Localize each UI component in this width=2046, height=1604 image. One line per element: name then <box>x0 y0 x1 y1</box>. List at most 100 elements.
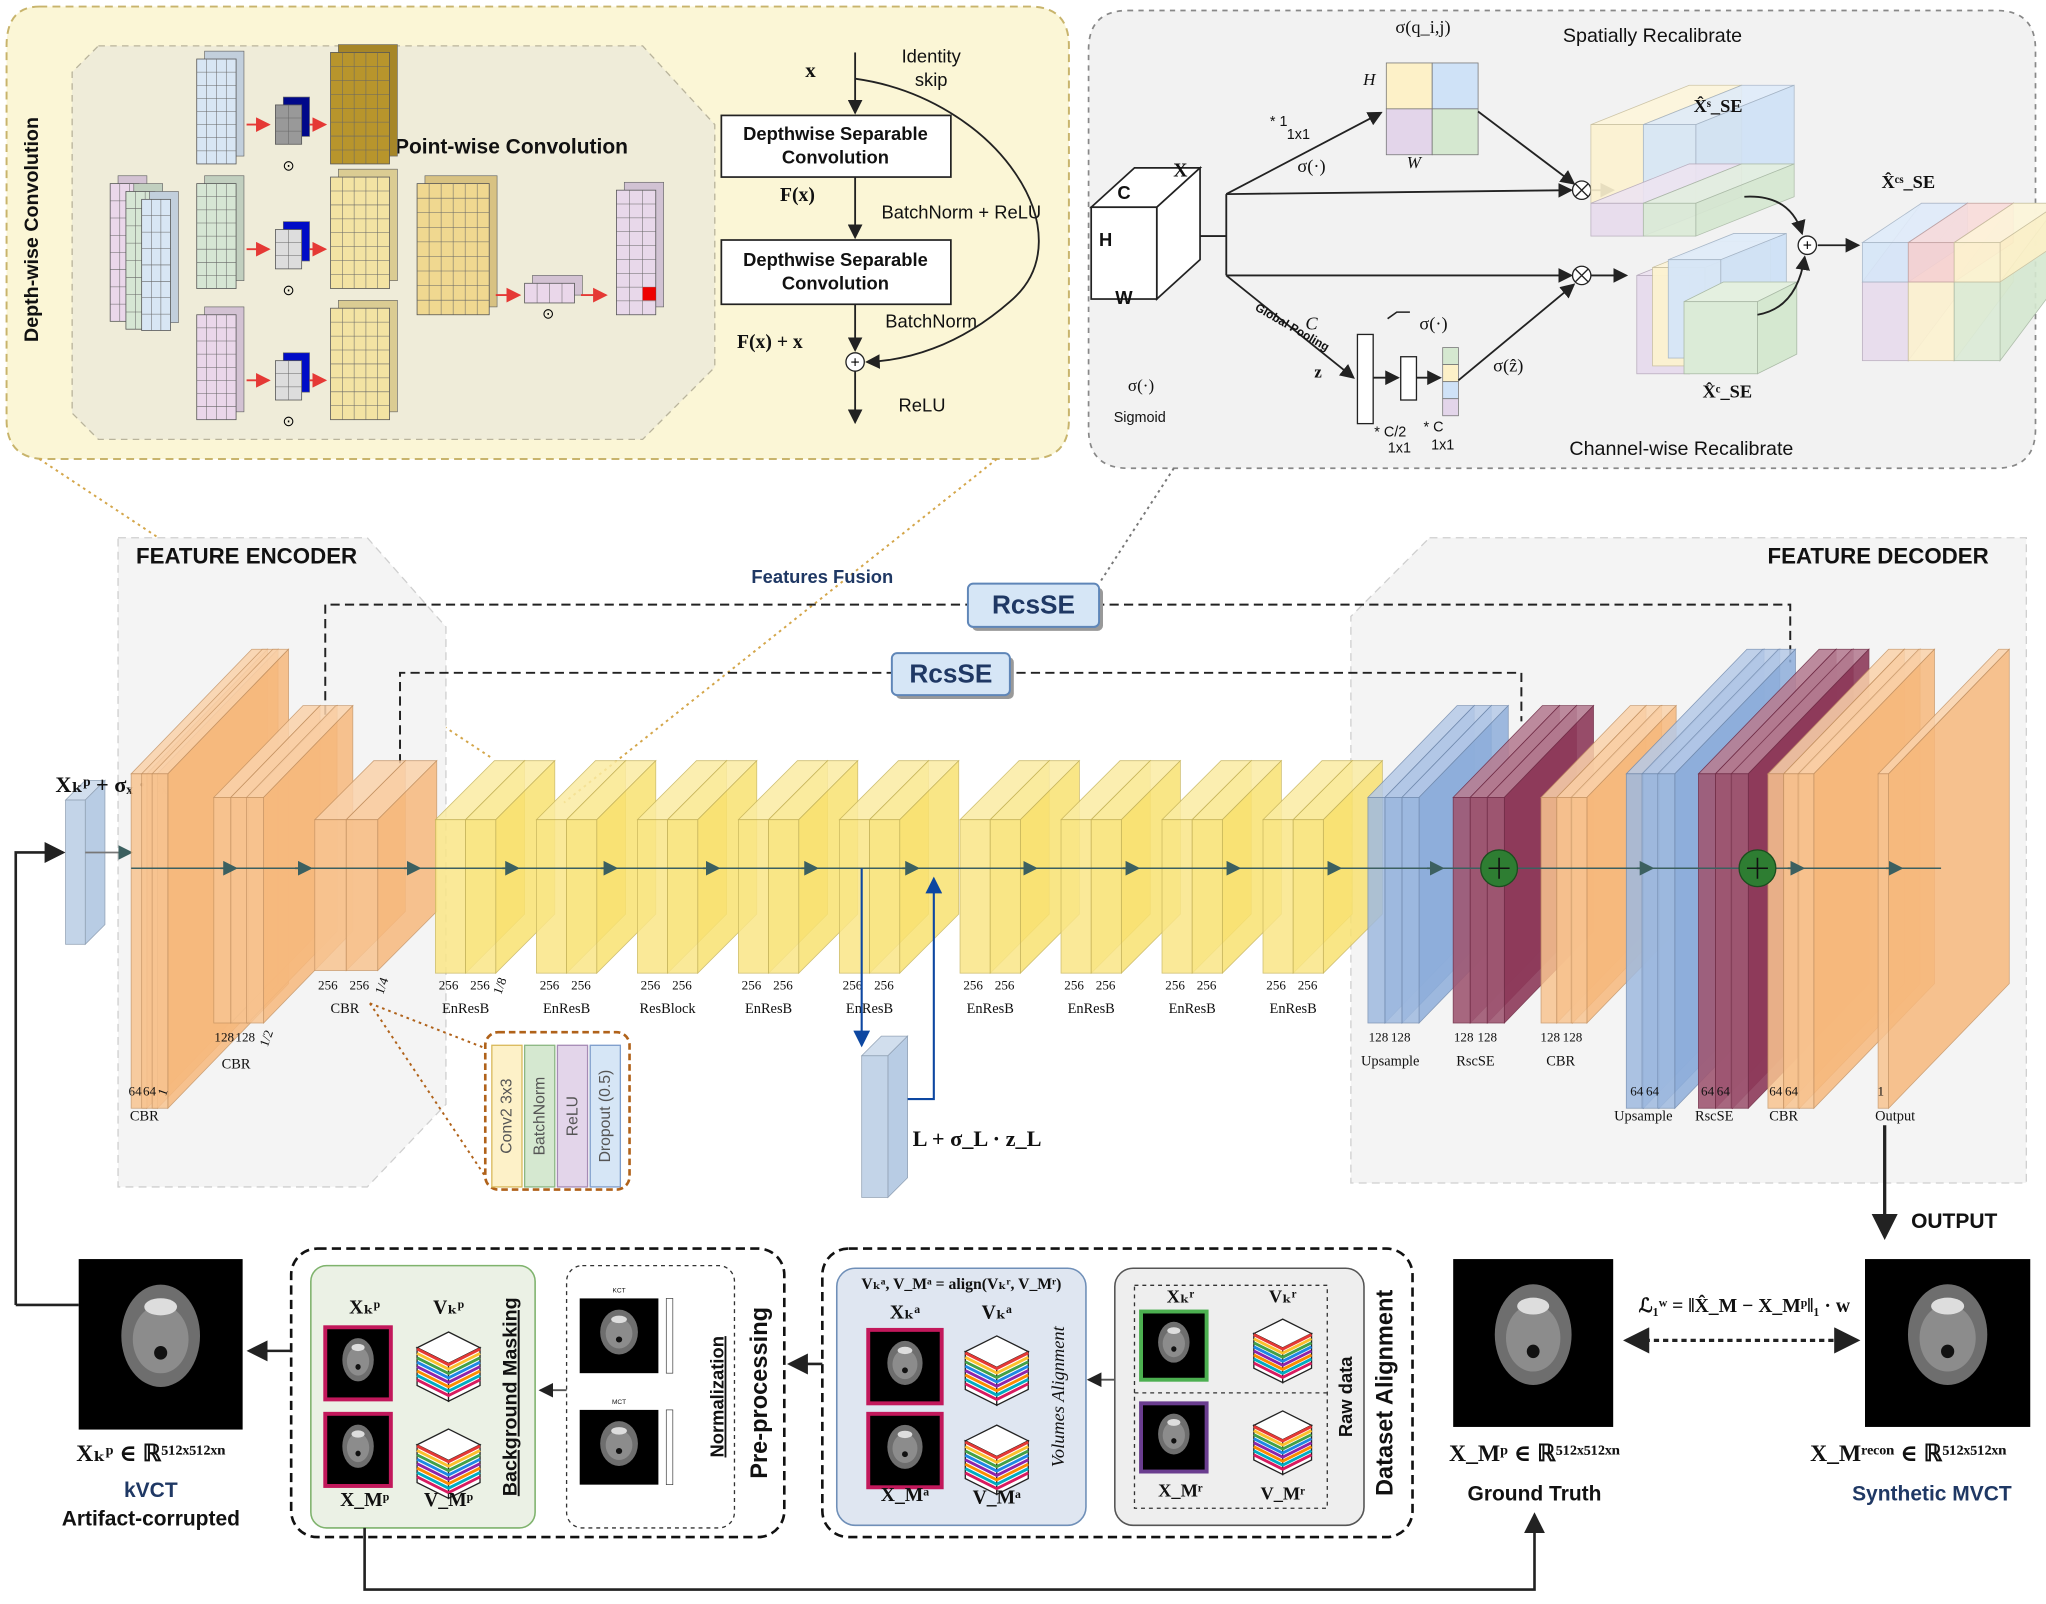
label: X <box>1173 159 1187 181</box>
label: Features Fusion <box>751 566 893 587</box>
operator: + <box>851 354 860 371</box>
volume-slice <box>416 1471 481 1490</box>
label: F(x) + x <box>737 331 803 353</box>
volume-slice <box>964 1373 1029 1393</box>
raw-data-frame <box>1133 1284 1328 1509</box>
channel-label: 256 <box>540 977 560 992</box>
label: Background Masking <box>500 1297 522 1496</box>
ct-airway <box>902 1451 908 1458</box>
pool-vector <box>1356 333 1374 425</box>
slab-front <box>1090 819 1122 974</box>
channel-label: 128 <box>1477 1030 1497 1045</box>
volume-slice <box>416 1453 481 1473</box>
label: Depth-wise Convolution <box>21 117 43 342</box>
slab-front <box>1556 797 1573 1024</box>
slab-front <box>435 819 466 974</box>
block-label: CBR <box>1546 1054 1575 1070</box>
slab-front <box>1877 773 1890 1109</box>
channel-label: 256 <box>318 977 338 992</box>
slab-front <box>1953 281 2001 362</box>
map-cell <box>1431 108 1479 156</box>
volume-slice <box>964 1449 1029 1469</box>
label: H <box>1099 229 1112 250</box>
block-label: RscSE <box>1695 1109 1734 1125</box>
channel-label: 256 <box>1197 977 1217 992</box>
label: kVCT <box>124 1479 178 1502</box>
channel-label: 256 <box>350 977 370 992</box>
label: X̂ᶜˢ_SE <box>1881 172 1935 192</box>
channel-label: 256 <box>995 977 1015 992</box>
cbr-layer <box>523 1044 556 1188</box>
block-label: EnResB <box>967 1001 1014 1017</box>
slab-front <box>861 1055 889 1198</box>
volume-slice <box>964 1454 1029 1473</box>
channel-label: 128 <box>1454 1030 1474 1045</box>
cbr-layer <box>491 1044 523 1188</box>
ct-brain <box>1162 1329 1185 1358</box>
ct-bone <box>351 1430 365 1438</box>
volume-slice <box>1253 1357 1313 1375</box>
volume-slice <box>1253 1453 1313 1471</box>
label: Depthwise Separable <box>743 123 928 144</box>
label: V_Mᵃ <box>973 1487 1022 1509</box>
channel-label: 64 <box>1769 1084 1783 1099</box>
slab-front <box>1486 797 1505 1024</box>
volume-slice <box>416 1369 481 1389</box>
slab-front <box>1907 242 1955 283</box>
volume-slice <box>964 1471 1029 1491</box>
label: Xₖᵃ <box>890 1302 920 1324</box>
slab-front <box>1401 797 1420 1024</box>
label: σ(q_i,j) <box>1395 17 1450 38</box>
label: KCT <box>612 1287 625 1294</box>
operator: ⊙ <box>283 158 295 174</box>
ct-bone <box>144 1298 178 1316</box>
label: Vₖᵖ <box>433 1296 464 1318</box>
label: RcsSE <box>992 590 1075 620</box>
colorbar <box>665 1298 674 1374</box>
volume-slice <box>416 1462 481 1482</box>
connector <box>854 77 1040 369</box>
slab-front <box>1191 819 1223 974</box>
volume-slice <box>1253 1429 1313 1447</box>
slab-front <box>151 773 169 1109</box>
block-label: Upsample <box>1361 1054 1419 1070</box>
ct-bone <box>897 1346 913 1355</box>
ct-bone <box>897 1430 913 1439</box>
volume-slice <box>964 1467 1029 1486</box>
ct-airway <box>1171 1438 1177 1444</box>
volume-slice <box>416 1356 481 1376</box>
slab-front <box>1161 819 1193 974</box>
label: σ(·) <box>1128 376 1154 395</box>
slab-front <box>1641 773 1660 1109</box>
channel-label: 1/4 <box>372 975 392 996</box>
label: Sigmoid <box>1114 410 1166 426</box>
map-cell <box>1385 62 1433 110</box>
volume-slice <box>1253 1361 1313 1380</box>
channel-label: 256 <box>742 977 762 992</box>
label: Spatially Recalibrate <box>1563 25 1742 47</box>
block-label: EnResB <box>442 1001 489 1017</box>
operator: ⊙ <box>283 283 295 299</box>
block-label: CBR <box>331 1001 360 1017</box>
slab-front <box>1657 773 1676 1109</box>
cbr-layer <box>556 1044 589 1188</box>
ct-airway <box>902 1367 908 1374</box>
label: H <box>1362 70 1377 89</box>
label: X_Mᵖ ∈ ℝ⁵¹²ˣ⁵¹²ˣⁿ <box>1449 1441 1620 1467</box>
volume-slice <box>1253 1353 1313 1371</box>
operator: ⊙ <box>542 307 554 323</box>
block-label: ResBlock <box>640 1001 697 1017</box>
channel-label: 64 <box>1701 1084 1715 1099</box>
channel-label: 64 <box>1646 1084 1660 1099</box>
slab-side <box>887 1035 908 1199</box>
connector <box>1457 283 1576 382</box>
channel-label: 128 <box>1369 1030 1389 1045</box>
label: Depthwise Separable <box>743 249 928 270</box>
ct-brain <box>346 1346 370 1376</box>
volume-slice <box>416 1347 481 1367</box>
label: V_Mᵖ <box>424 1489 474 1511</box>
label: C <box>1117 182 1130 203</box>
block-label: RscSE <box>1456 1054 1495 1070</box>
slab-front <box>1797 773 1815 1109</box>
